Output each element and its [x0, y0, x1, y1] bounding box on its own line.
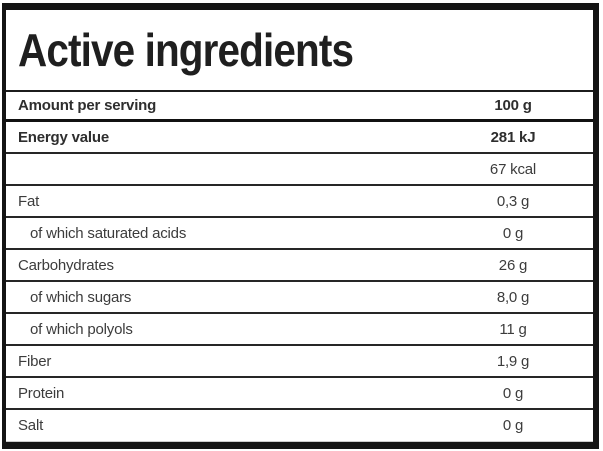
table-row: of which sugars 8,0 g	[6, 282, 593, 314]
row-label: of which saturated acids	[30, 224, 187, 242]
table-row: Protein 0 g	[6, 378, 593, 410]
row-value: 0,3 g	[496, 192, 530, 210]
table-row: of which saturated acids 0 g	[6, 218, 593, 250]
row-label: of which polyols	[30, 320, 133, 338]
table-row: Energy value 281 kJ	[6, 122, 593, 154]
row-label: of which sugars	[30, 288, 132, 306]
row-label: Carbohydrates	[18, 256, 114, 274]
nutrition-rows: Energy value 281 kJ 67 kcal Fat 0,3 g of…	[6, 122, 593, 442]
row-value: 8,0 g	[496, 288, 530, 306]
page-title: Active ingredients	[18, 24, 354, 76]
row-value: 281 kJ	[490, 128, 536, 146]
row-value: 0 g	[502, 384, 524, 402]
row-label: Energy value	[18, 128, 109, 146]
row-label: Fiber	[18, 352, 52, 370]
header-value: 100 g	[494, 97, 532, 114]
row-label: Protein	[18, 384, 65, 402]
row-value: 1,9 g	[496, 352, 530, 370]
title-block: Active ingredients	[6, 10, 593, 92]
table-row: of which polyols 11 g	[6, 314, 593, 346]
row-label: Salt	[18, 417, 44, 434]
table-header-row: Amount per serving 100 g	[6, 92, 593, 122]
header-label: Amount per serving	[18, 97, 157, 114]
row-value: 11 g	[499, 320, 527, 338]
table-row: 67 kcal	[6, 154, 593, 186]
row-value: 26 g	[498, 256, 528, 274]
row-label: Fat	[18, 192, 40, 210]
row-value: 67 kcal	[489, 160, 537, 178]
table-row: Fat 0,3 g	[6, 186, 593, 218]
table-row: Salt 0 g	[6, 410, 593, 442]
nutrition-label: Active ingredients Amount per serving 10…	[2, 3, 599, 449]
table-row: Fiber 1,9 g	[6, 346, 593, 378]
row-value: 0 g	[502, 224, 524, 242]
table-row: Carbohydrates 26 g	[6, 250, 593, 282]
row-value: 0 g	[502, 417, 524, 434]
